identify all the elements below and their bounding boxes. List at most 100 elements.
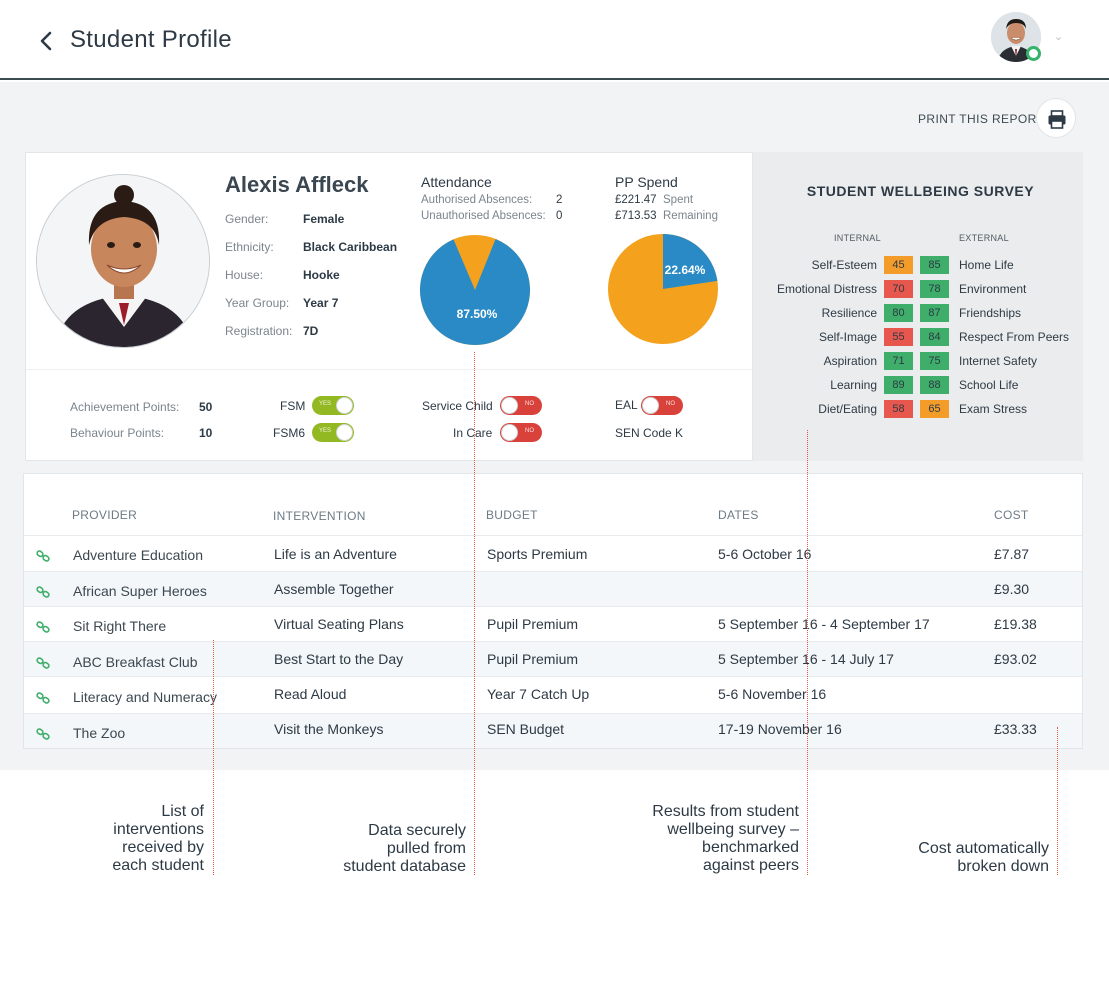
annotation-line-survey (807, 430, 808, 875)
annotation-line: against peers (702, 857, 799, 874)
budget-cell: SEN Budget (487, 721, 565, 737)
intervention-cell: Read Aloud (274, 686, 347, 702)
survey-internal-score: 80 (884, 304, 913, 322)
survey-external-label: Environment (959, 282, 1027, 296)
provider-cell: ABC Breakfast Club (73, 654, 198, 670)
dates-cell: 5 September 16 - 14 July 17 (718, 651, 894, 667)
fsm6-label: FSM6 (273, 426, 306, 440)
link-icon[interactable] (36, 656, 50, 669)
service-child-label: Service Child (422, 399, 493, 413)
link-icon[interactable] (36, 549, 50, 562)
annotation-line: received by (122, 839, 204, 856)
print-report-label[interactable]: PRINT THIS REPORT (918, 112, 1045, 126)
attendance-title: Attendance (421, 174, 492, 190)
intervention-header: INTERVENTION (273, 509, 366, 523)
chevron-left-icon (40, 31, 52, 51)
in-care-toggle-state: NO (525, 428, 534, 434)
survey-internal-label: Aspiration (823, 354, 877, 368)
survey-internal-label: Emotional Distress (776, 282, 877, 296)
table-row[interactable] (24, 606, 1082, 641)
survey-external-label: Respect From Peers (959, 330, 1070, 344)
intervention-cell: Life is an Adventure (274, 546, 397, 562)
pp-pie-label: 22.64% (665, 263, 706, 277)
online-status-indicator (1026, 46, 1041, 61)
table-row[interactable] (24, 535, 1082, 570)
fsm-label: FSM (280, 399, 306, 413)
annotation-line: Cost automatically (918, 840, 1049, 857)
back-button[interactable] (36, 28, 58, 54)
behaviour-points-label: Behaviour Points: (70, 426, 165, 440)
survey-internal-score: 70 (884, 280, 913, 298)
toggle-knob (501, 424, 518, 441)
survey-internal-label: Resilience (821, 306, 877, 320)
dates-cell: 5-6 November 16 (718, 686, 827, 702)
budget-cell: Year 7 Catch Up (487, 686, 590, 702)
cost-cell: £19.38 (994, 616, 1037, 632)
survey-internal-label: Self-Esteem (811, 258, 877, 272)
link-icon[interactable] (36, 691, 50, 704)
pp-pie-main-slice (663, 234, 718, 289)
link-icon[interactable] (36, 620, 50, 633)
table-row[interactable] (24, 641, 1082, 676)
ethnicity-value: Black Caribbean (303, 240, 398, 254)
eal-label: EAL (615, 398, 638, 412)
table-row[interactable] (24, 713, 1082, 748)
annotation-line: each student (112, 857, 204, 874)
dates-cell: 17-19 November 16 (718, 721, 842, 737)
annotation-line: Results from student (652, 803, 799, 820)
annotation-line: broken down (957, 858, 1049, 875)
annotation-line-interventions (213, 640, 214, 875)
service-child-toggle[interactable]: NO (500, 396, 542, 415)
fsm6-toggle-state: YES (319, 428, 332, 434)
unauthorised-absences-label: Unauthorised Absences: (421, 210, 546, 222)
cost-cell: £7.87 (994, 546, 1030, 562)
interventions-table (23, 473, 1083, 749)
provider-cell: Sit Right There (73, 618, 167, 634)
annotation-cost: Cost automatically broken down (918, 840, 1049, 876)
ethnicity-label: Ethnicity: (225, 240, 274, 254)
toggle-knob (336, 424, 353, 441)
survey-external-score: 88 (920, 376, 949, 394)
toggle-knob (501, 397, 518, 414)
survey-external-header: EXTERNAL (959, 233, 1009, 243)
provider-cell: The Zoo (73, 725, 126, 741)
student-photo (36, 174, 210, 348)
in-care-toggle[interactable]: NO (500, 423, 542, 442)
service-child-toggle-state: NO (525, 401, 534, 407)
achievement-points-value: 50 (199, 400, 213, 414)
survey-external-score: 85 (920, 256, 949, 274)
survey-external-label: School Life (959, 378, 1019, 392)
printer-icon (1048, 110, 1066, 129)
budget-header: BUDGET (486, 508, 538, 522)
provider-cell: African Super Heroes (73, 583, 207, 599)
house-label: House: (225, 268, 264, 282)
budget-cell: Pupil Premium (487, 616, 579, 632)
fsm-toggle-state: YES (319, 401, 332, 407)
fsm6-toggle[interactable]: YES (312, 423, 354, 442)
intervention-cell: Visit the Monkeys (274, 721, 384, 737)
registration-value: 7D (303, 324, 319, 338)
annotation-database: Data securely pulled from student databa… (343, 822, 466, 876)
chevron-down-icon[interactable]: ⌄ (1054, 31, 1064, 43)
link-icon[interactable] (36, 585, 50, 598)
survey-internal-label: Self-Image (818, 330, 877, 344)
print-button[interactable] (1036, 98, 1076, 138)
annotation-line: pulled from (386, 840, 466, 857)
fsm-toggle[interactable]: YES (312, 396, 354, 415)
annotation-line: benchmarked (702, 839, 799, 856)
cost-header: COST (994, 508, 1029, 522)
survey-external-score: 78 (920, 280, 949, 298)
eal-toggle[interactable]: NO (641, 396, 683, 415)
table-row[interactable] (24, 676, 1082, 711)
survey-internal-score: 45 (884, 256, 913, 274)
annotation-line: Data securely (368, 822, 466, 839)
dates-cell: 5 September 16 - 4 September 17 (718, 616, 930, 632)
annotation-line: interventions (113, 821, 204, 838)
achievement-points-label: Achievement Points: (70, 400, 180, 414)
year-group-value: Year 7 (303, 296, 339, 310)
survey-internal-score: 89 (884, 376, 913, 394)
survey-internal-label: Learning (830, 378, 877, 392)
in-care-label: In Care (453, 426, 493, 440)
table-row[interactable] (24, 571, 1082, 606)
link-icon[interactable] (36, 727, 50, 740)
